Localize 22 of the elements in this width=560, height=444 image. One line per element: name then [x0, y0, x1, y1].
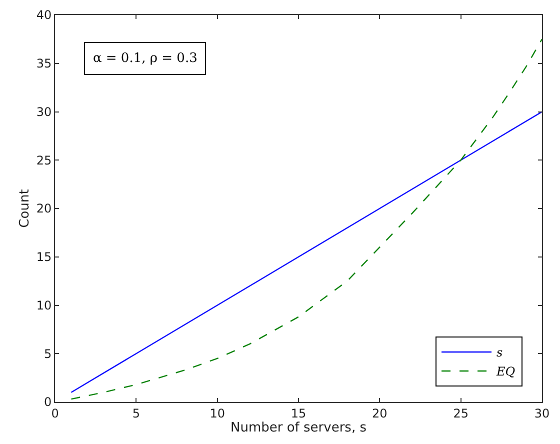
y-tick-label: 15: [36, 250, 52, 264]
legend-label: s: [496, 346, 503, 360]
x-tick-label: 30: [534, 406, 550, 420]
x-tick-label: 25: [453, 406, 468, 420]
y-tick-label: 30: [36, 104, 52, 119]
y-tick-label: 10: [36, 298, 52, 312]
legend-label: EQ: [496, 364, 516, 379]
y-axis-title: Count: [17, 189, 32, 228]
x-tick-label: 15: [290, 406, 306, 420]
x-tick-label: 20: [372, 406, 388, 420]
line-series: [70, 38, 542, 400]
annotation: α = 0.1, ρ = 0.3: [93, 51, 198, 66]
y-tick-label: 35: [36, 56, 52, 71]
x-axis-title: Number of servers, s: [230, 420, 367, 436]
x-tick-label: 10: [210, 406, 225, 420]
y-tick-label: 40: [36, 8, 52, 22]
y-tick-label: 25: [36, 153, 52, 168]
x-tick-label: 5: [132, 406, 140, 420]
line-series: [70, 111, 542, 393]
y-tick-label: 5: [44, 346, 52, 361]
y-tick-label: 20: [36, 202, 52, 216]
y-tick-label: 0: [44, 395, 52, 410]
